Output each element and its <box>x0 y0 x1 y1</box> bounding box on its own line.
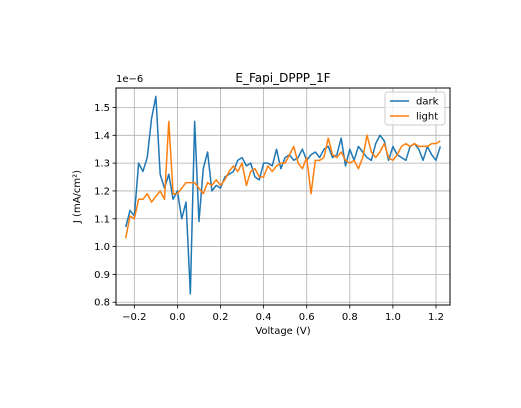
y-tick-label: 1.3 <box>94 159 110 170</box>
y-tick-label: 0.9 <box>94 270 110 281</box>
x-axis-label: Voltage (V) <box>255 326 310 337</box>
x-tick-label: 1.0 <box>385 312 401 323</box>
ticks: −0.2 0.0 0.2 0.4 0.6 0.8 1.0 1.2 0.8 0.9 1.0 1.1 1.2… <box>94 103 444 323</box>
y-tick-label: 1.5 <box>94 103 110 114</box>
x-tick-label: 0.8 <box>342 312 358 323</box>
y-tick-label: 1.0 <box>94 242 110 253</box>
y-axis-offset-text: 1e−6 <box>116 74 143 85</box>
y-tick-label: 0.8 <box>94 298 110 309</box>
x-tick-label: 0.4 <box>256 312 272 323</box>
y-tick-label: 1.2 <box>94 186 110 197</box>
series-lines <box>124 95 442 295</box>
y-tick-label: 1.4 <box>94 131 110 142</box>
x-tick-label: −0.2 <box>122 312 146 323</box>
y-axis-label: J (mA/cm²) <box>72 170 83 224</box>
legend-label-dark: dark <box>416 97 439 108</box>
y-tick-label: 1.1 <box>94 214 110 225</box>
x-tick-label: 0.6 <box>299 312 315 323</box>
legend-label-light: light <box>416 112 438 123</box>
chart-title: E_Fapi_DPPP_1F <box>235 71 330 85</box>
legend: dark light <box>384 91 446 126</box>
x-tick-label: 0.2 <box>213 312 229 323</box>
plot-frame <box>115 87 451 306</box>
x-tick-label: 0.0 <box>169 312 185 323</box>
x-tick-label: 1.2 <box>428 312 444 323</box>
series-line-light <box>124 120 441 239</box>
